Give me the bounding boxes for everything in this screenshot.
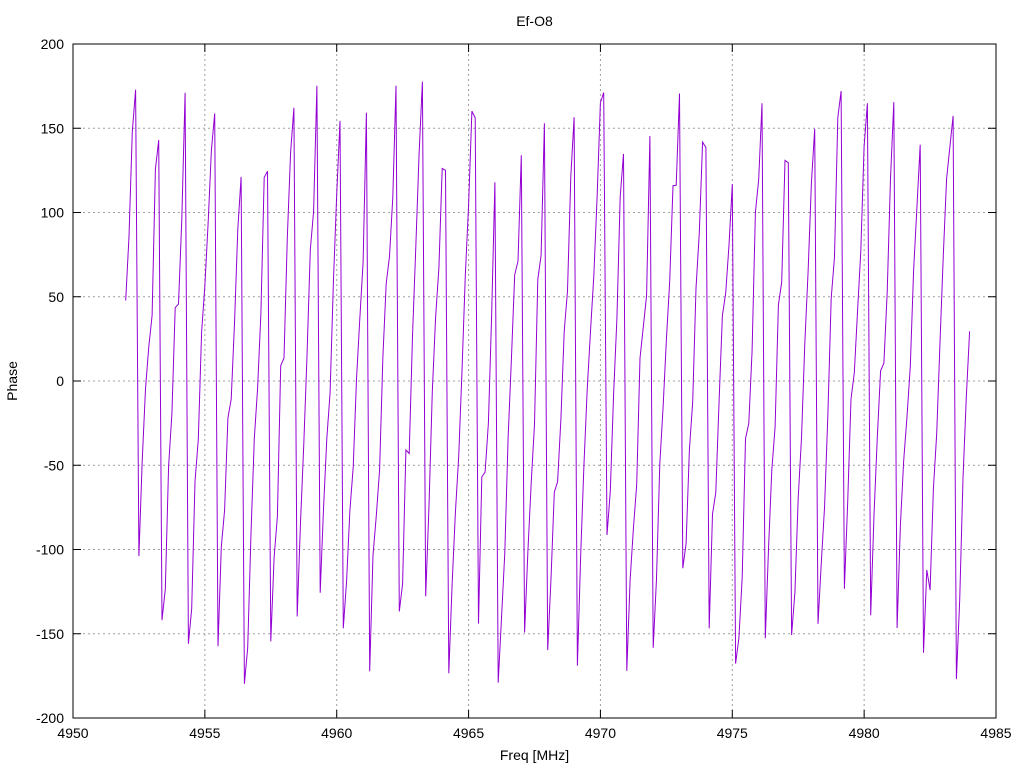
- y-tick-label: 50: [48, 289, 64, 305]
- x-tick-label: 4965: [453, 725, 484, 741]
- y-tick-label: 150: [41, 120, 65, 136]
- grid-lines: [73, 44, 996, 718]
- x-tick-labels: 4950 4955 4960 4965 4970 4975 4980 4985: [57, 725, 1011, 741]
- x-axis-label: Freq [MHz]: [500, 747, 569, 763]
- series-phase: [125, 81, 971, 684]
- chart-title: Ef-O8: [516, 13, 553, 29]
- y-tick-label: 100: [41, 205, 65, 221]
- x-tick-label: 4970: [585, 725, 616, 741]
- x-tick-label: 4985: [980, 725, 1011, 741]
- x-tick-label: 4950: [57, 725, 88, 741]
- x-tick-label: 4975: [717, 725, 748, 741]
- y-tick-label: -150: [36, 626, 64, 642]
- y-axis-label: Phase: [4, 361, 20, 401]
- x-tick-label: 4955: [189, 725, 220, 741]
- y-tick-label: -50: [44, 457, 64, 473]
- y-tick-label: -100: [36, 542, 64, 558]
- y-tick-label: 0: [56, 373, 64, 389]
- y-tick-labels: -200 -150 -100 -50 0 50 100 150 200: [36, 36, 64, 726]
- x-tick-label: 4960: [321, 725, 352, 741]
- x-tick-label: 4980: [849, 725, 880, 741]
- phase-line: [125, 81, 971, 684]
- y-tick-label: 200: [41, 36, 65, 52]
- axis-ticks: [72, 43, 997, 719]
- y-tick-label: -200: [36, 710, 64, 726]
